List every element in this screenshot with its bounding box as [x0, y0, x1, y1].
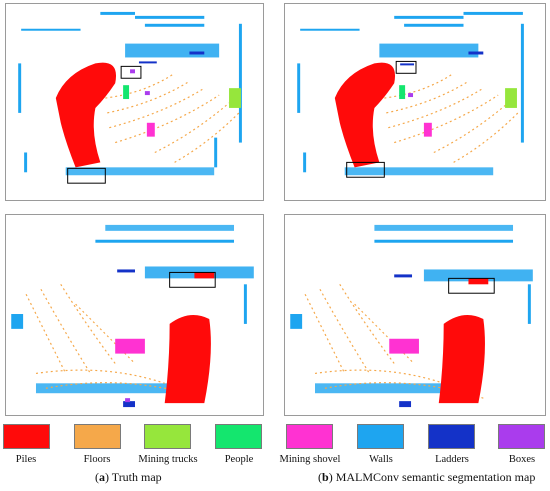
- legend-label-mining-trucks: Mining trucks: [138, 454, 198, 465]
- legend-label-floors: Floors: [83, 454, 111, 465]
- ladder-points: [117, 269, 135, 408]
- caption-truth-map: (a) Truth map: [95, 470, 162, 484]
- legend-label-walls: Walls: [369, 454, 393, 465]
- highlight-boxes: [346, 60, 417, 178]
- walls-points: [297, 11, 524, 176]
- ladder-points: [394, 274, 413, 408]
- walls-points: [290, 224, 533, 394]
- highlight-boxes: [169, 271, 216, 288]
- mining-truck-points: [229, 88, 241, 108]
- caption-letter-a: a: [99, 470, 105, 484]
- piles-points: [164, 272, 215, 404]
- prediction-map-scene-1: [284, 3, 546, 201]
- floors-points: [25, 283, 205, 399]
- caption-letter-b: b: [322, 470, 329, 484]
- legend-swatch-mining-shovel: [286, 424, 333, 449]
- box-points: [408, 93, 414, 98]
- point-cloud-truth-1: [18, 11, 242, 184]
- caption-text-b: MALMConv semantic segmentation map: [335, 470, 536, 484]
- highlight-boxes: [67, 65, 142, 184]
- legend-swatch-boxes: [498, 424, 545, 449]
- legend-swatch-walls: [357, 424, 404, 449]
- point-cloud-prediction-2: [290, 224, 533, 408]
- legend-label-mining-shovel: Mining shovel: [279, 454, 341, 465]
- mining-shovel-points: [423, 122, 432, 137]
- point-cloud-truth-2: [11, 224, 254, 408]
- legend-swatch-mining-trucks: [144, 424, 191, 449]
- walls-points: [18, 11, 242, 176]
- caption-prediction-map: (b) MALMConv semantic segmentation map: [318, 470, 536, 484]
- box-points: [130, 69, 150, 96]
- legend-swatch-people: [215, 424, 262, 449]
- legend-swatch-piles: [3, 424, 50, 449]
- legend-label-people: People: [224, 454, 254, 465]
- people-points: [123, 85, 130, 100]
- floors-points: [384, 72, 519, 163]
- legend-swatch-ladders: [428, 424, 475, 449]
- caption-text-a: Truth map: [111, 470, 162, 484]
- prediction-map-scene-2: [284, 214, 546, 416]
- point-cloud-prediction-1: [297, 11, 524, 178]
- truth-map-scene-1: [5, 3, 264, 201]
- piles-points: [438, 278, 489, 404]
- highlight-boxes: [448, 277, 495, 294]
- mining-shovel-points: [115, 338, 145, 354]
- box-points: [125, 398, 131, 403]
- truth-map-scene-2: [5, 214, 264, 416]
- mining-shovel-points: [146, 122, 155, 137]
- legend-swatch-floors: [74, 424, 121, 449]
- ladder-points: [400, 51, 484, 66]
- legend-label-piles: Piles: [15, 454, 37, 465]
- legend-label-ladders: Ladders: [435, 454, 469, 465]
- floors-points: [105, 72, 240, 163]
- ladder-points: [138, 51, 205, 64]
- people-points: [399, 85, 406, 100]
- mining-shovel-points: [389, 338, 419, 354]
- piles-points: [55, 62, 117, 168]
- legend-label-boxes: Boxes: [508, 454, 536, 465]
- mining-truck-points: [505, 88, 517, 108]
- piles-points: [334, 62, 396, 168]
- walls-points: [11, 224, 254, 394]
- floors-points: [304, 283, 484, 399]
